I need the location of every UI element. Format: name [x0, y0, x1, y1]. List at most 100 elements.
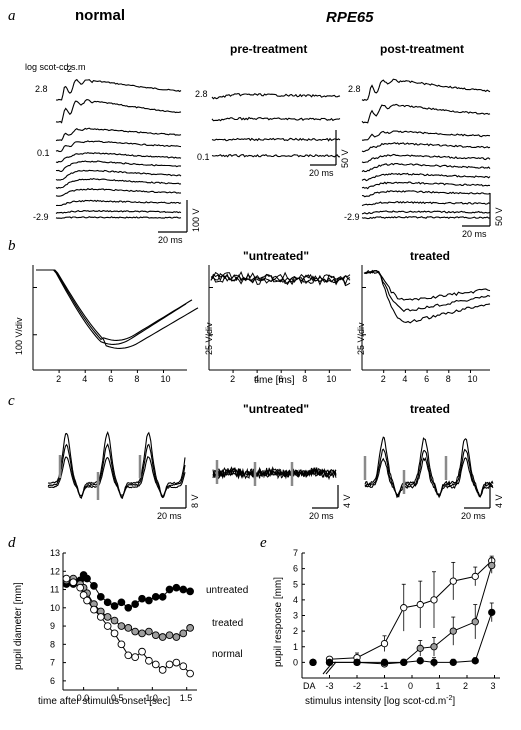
- y-tick-label: 5: [293, 579, 298, 589]
- x-tick-label: 0.5: [111, 693, 124, 703]
- panel-b-title-untreated: "untreated": [243, 249, 309, 263]
- y-tick-label: 11: [50, 585, 59, 595]
- panel-a-scale-v-pre: 50 V: [340, 149, 350, 168]
- panel-a-title-pre: pre-treatment: [230, 42, 307, 56]
- erg-trace: [361, 103, 491, 124]
- panel-d-ylabel: pupil diameter [mm]: [13, 582, 24, 670]
- x-tick-label: 1.0: [145, 693, 158, 703]
- panel-b: b "untreated" treated 2 4 6 8 10 2 4 6 8 10 2 4 6 8 10…: [8, 238, 491, 386]
- point-treated: [138, 629, 146, 638]
- panel-a-scale-time-post: 20 ms: [462, 229, 487, 239]
- panel-a-int-mid-normal: 0.1: [37, 148, 50, 158]
- y-tick-label: 7: [293, 548, 298, 558]
- x-tick-label: -1: [381, 681, 389, 691]
- point-normal: [76, 583, 85, 592]
- x-tick-label: 10: [161, 374, 171, 384]
- flicker-trace-normal: [47, 431, 186, 500]
- point-treated: [172, 633, 181, 641]
- panel-a-scale-pre: 20 ms 50 V: [309, 130, 350, 178]
- point-untreated: [117, 598, 126, 607]
- point-normal: [110, 629, 119, 638]
- y-tick-label: 7: [50, 658, 55, 668]
- trace-normal: [36, 269, 187, 345]
- panel-d-axes: 6 7 8 9 10 11 12 13 0.0 0.5 1.0 1.5: [50, 548, 197, 703]
- point-untreated: [138, 594, 146, 603]
- point-treated: [151, 631, 160, 640]
- y-tick-label: 12: [50, 566, 60, 576]
- y-tick-label: 1: [293, 642, 298, 652]
- x-tick-label: 2: [381, 374, 386, 384]
- flicker-trace-treated: [364, 436, 494, 499]
- point-normal: [83, 596, 91, 605]
- series-line: [329, 565, 493, 665]
- panel-a-ylabel: log scot-cd.s.m: [25, 62, 86, 72]
- y-tick-label: 13: [50, 548, 60, 558]
- point-normal: [179, 662, 188, 671]
- trace-treated: [363, 270, 491, 313]
- panel-a-int-top-post: 2.8: [348, 84, 361, 94]
- erg-trace: [361, 190, 491, 198]
- x-tick-label: 8: [302, 374, 307, 384]
- x-tick-label: 1.5: [180, 693, 193, 703]
- panel-c-scale-v-treated: 4 V: [494, 494, 504, 508]
- panel-c-scale-v-normal: 8 V: [190, 494, 200, 508]
- x-tick-label: -3: [326, 681, 334, 691]
- point: [430, 596, 438, 604]
- x-tick-label: 10: [467, 374, 477, 384]
- erg-trace: [55, 151, 182, 164]
- x-tick-label: 0.0: [77, 693, 90, 703]
- panel-a-int-bot-normal: -2.9: [33, 212, 49, 222]
- panel-e-axes: 0 1 2 3 4 5 6 7 -3 -2 -1 0 1 2 3 DA: [293, 548, 500, 691]
- trace-untreated: [210, 273, 351, 286]
- trace-normal: [36, 269, 193, 341]
- x-tick-label: 1: [436, 681, 441, 691]
- point-untreated: [103, 598, 112, 607]
- erg-trace: [361, 181, 491, 190]
- point-untreated: [145, 596, 153, 605]
- panel-a-scale-time-pre: 20 ms: [309, 168, 334, 178]
- panel-c-scale-v-untreated: 4 V: [342, 494, 352, 508]
- panel-b-letter: b: [8, 238, 16, 254]
- erg-trace: [55, 99, 182, 124]
- erg-trace: [211, 93, 341, 100]
- erg-traces-post-treatment: [361, 78, 491, 220]
- point: [488, 561, 496, 570]
- series-line: [329, 612, 493, 663]
- point: [471, 618, 479, 626]
- point: [309, 658, 317, 667]
- point: [353, 658, 361, 667]
- panel-e-xlabel-main: stimulus intensity [log scot-cd.m: [305, 696, 446, 707]
- erg-trace: [55, 169, 182, 181]
- y-tick-label: 4: [293, 595, 298, 605]
- point: [416, 644, 424, 652]
- point-untreated: [90, 582, 98, 590]
- point-normal: [172, 658, 181, 667]
- point: [449, 577, 457, 585]
- point: [488, 608, 496, 617]
- point-treated: [158, 633, 167, 641]
- point-normal: [96, 613, 105, 621]
- panel-e-xlabel-end: ]: [452, 696, 455, 707]
- point-untreated: [158, 592, 167, 601]
- point-treated: [110, 616, 119, 625]
- point-untreated: [151, 592, 160, 601]
- point: [449, 627, 457, 635]
- x-tick-label: 2: [463, 681, 468, 691]
- erg-trace: [55, 78, 182, 101]
- point-untreated: [172, 583, 181, 592]
- point-normal: [79, 591, 88, 599]
- point: [471, 572, 479, 581]
- point-normal: [186, 669, 194, 678]
- flicker-trace-treated: [364, 448, 493, 498]
- x-tick-label: -2: [353, 681, 361, 691]
- panel-c-scale-treated: 20 ms 4 V: [461, 485, 504, 521]
- panel-b-ylabel-normal: 100 V/div: [14, 317, 24, 355]
- x-tick-label: 6: [278, 374, 283, 384]
- point-treated: [179, 629, 188, 638]
- erg-trace: [361, 153, 491, 164]
- point-untreated: [179, 585, 188, 594]
- panel-c-scale-time-untreated: 20 ms: [309, 511, 334, 521]
- point-treated: [145, 627, 153, 636]
- y-tick-label: 6: [50, 676, 55, 686]
- panel-e-xlabel-sup: -2: [446, 695, 452, 702]
